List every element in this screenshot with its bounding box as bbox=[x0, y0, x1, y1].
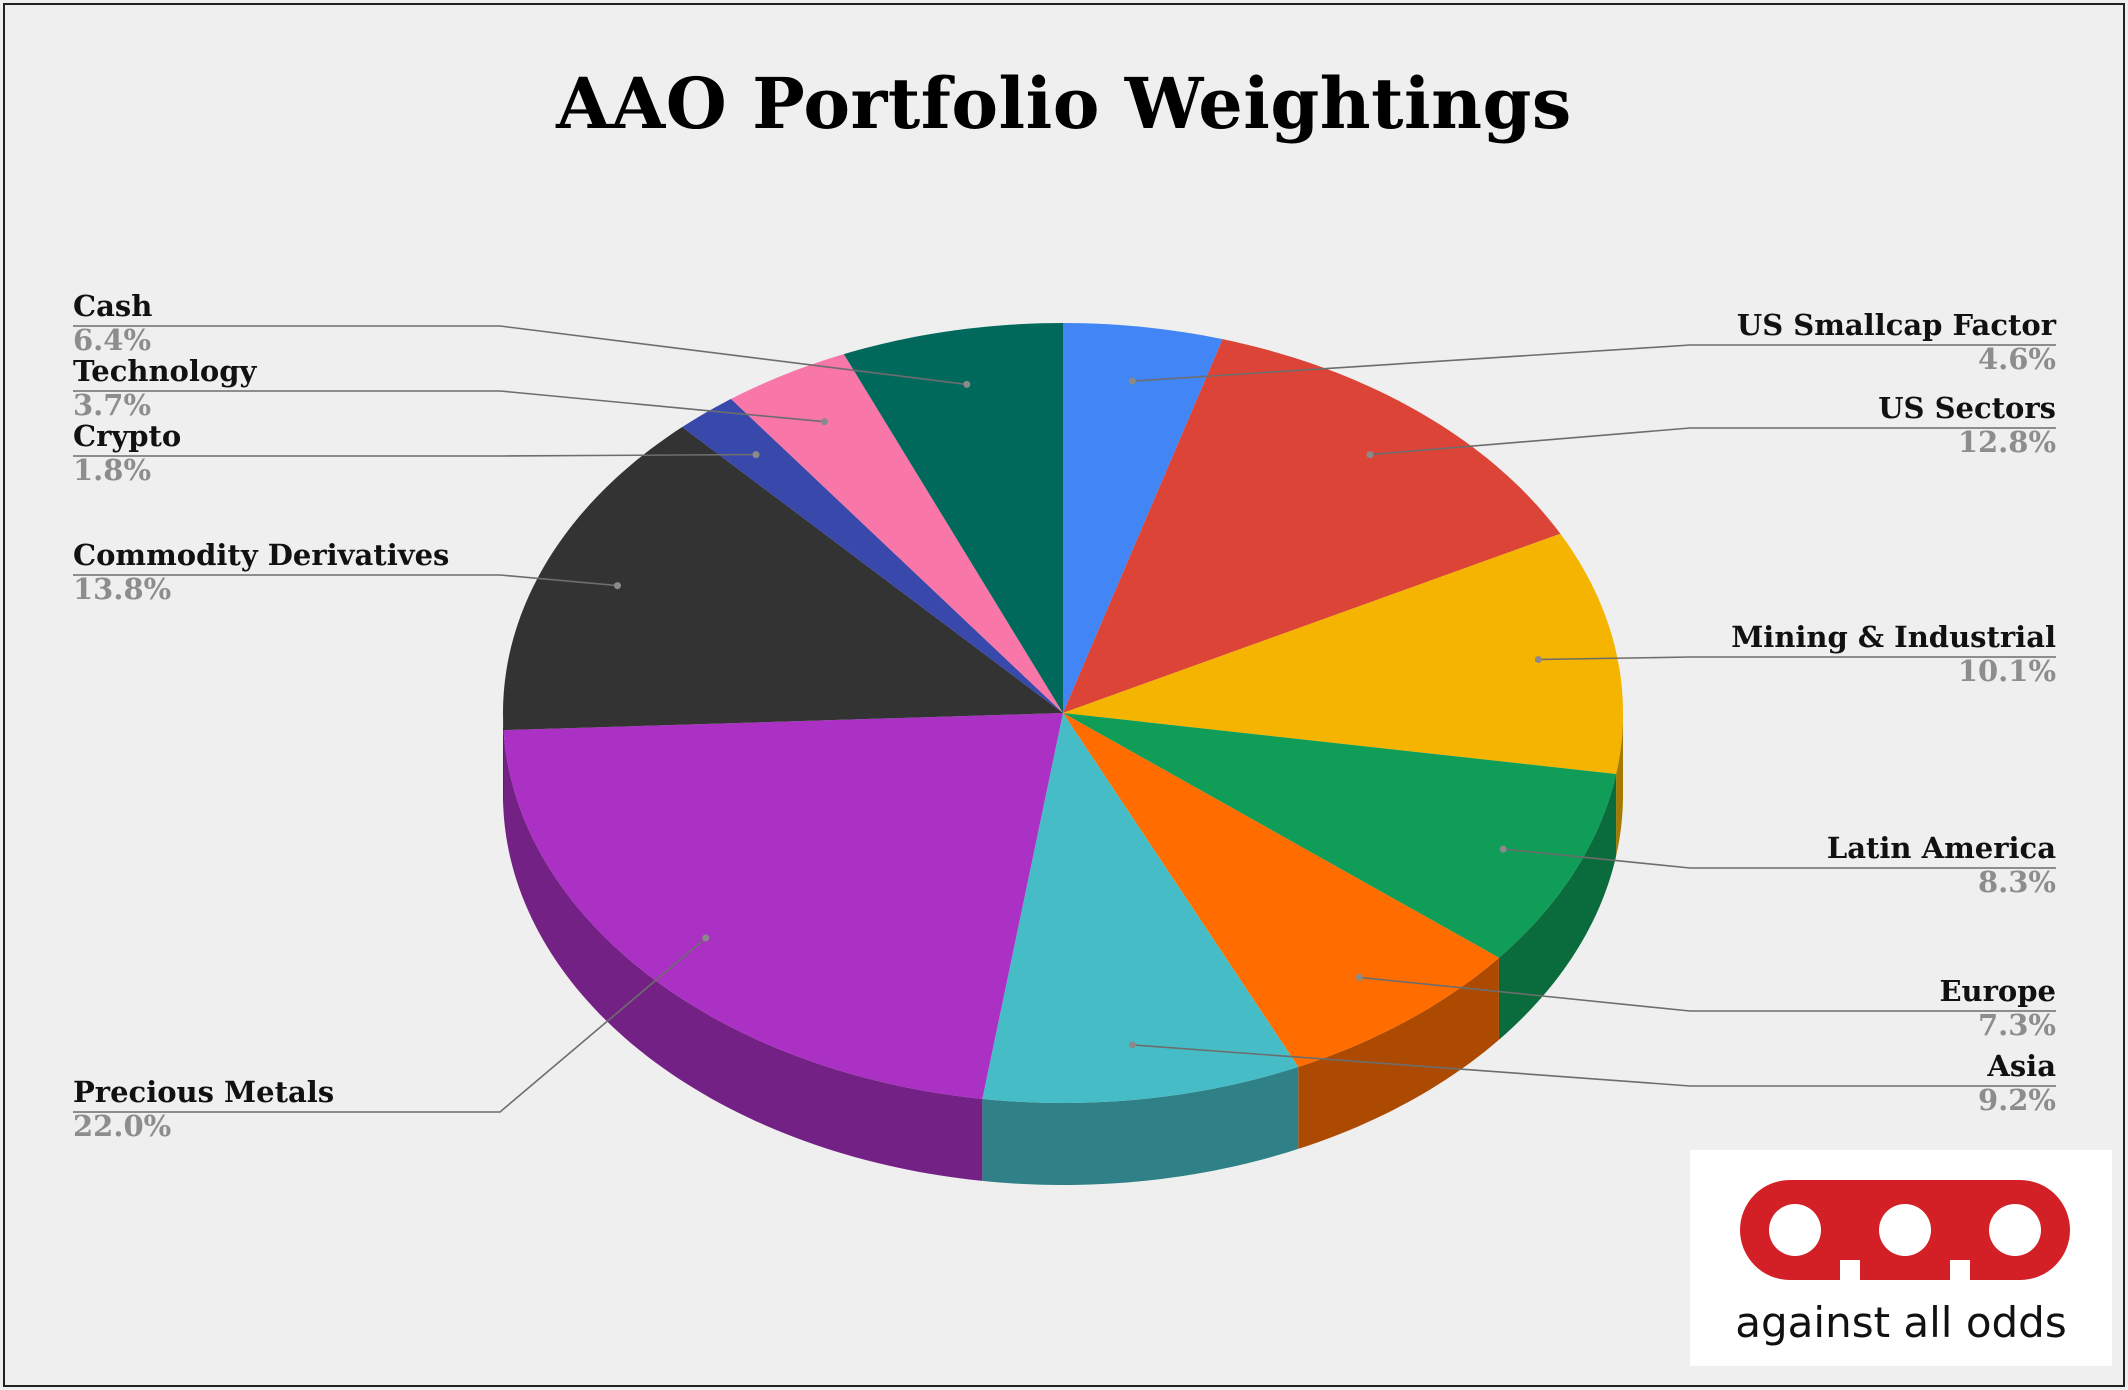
slice-label-mining-and-industrial: Mining & Industrial bbox=[1731, 620, 2056, 654]
leader-dot-commodity-derivatives bbox=[614, 582, 621, 590]
leader-dot-technology bbox=[820, 418, 828, 426]
slice-commodity-derivatives bbox=[503, 427, 1063, 731]
slice-side-commodity-derivatives bbox=[503, 713, 504, 813]
slice-label-precious-metals: Precious Metals bbox=[73, 1075, 334, 1109]
leader-line-asia bbox=[1132, 1044, 2056, 1087]
slice-latin-america bbox=[1063, 713, 1617, 958]
chart-title: AAO Portfolio Weightings bbox=[556, 62, 1572, 145]
logo-tagline: against all odds bbox=[1735, 1298, 2067, 1347]
slice-side-asia bbox=[982, 1066, 1299, 1185]
slice-label-asia: Asia bbox=[1986, 1049, 2056, 1083]
slice-label-crypto: Crypto bbox=[73, 419, 181, 453]
slice-value-technology: 3.7% bbox=[73, 388, 151, 422]
leader-line-commodity-derivatives bbox=[73, 574, 618, 587]
slice-value-us-sectors: 12.8% bbox=[1958, 425, 2056, 459]
leader-dot-us-smallcap-factor bbox=[1128, 377, 1136, 385]
slice-value-mining-and-industrial: 10.1% bbox=[1958, 654, 2056, 688]
leader-dot-cash bbox=[963, 380, 971, 388]
leader-line-us-sectors bbox=[1369, 427, 2056, 456]
slice-value-precious-metals: 22.0% bbox=[73, 1109, 171, 1143]
slice-label-us-smallcap-factor: US Smallcap Factor bbox=[1737, 308, 2057, 342]
slice-value-asia: 9.2% bbox=[1978, 1083, 2056, 1117]
leader-dot-us-sectors bbox=[1366, 451, 1374, 459]
slice-value-commodity-derivatives: 13.8% bbox=[73, 572, 171, 606]
slice-us-sectors bbox=[1063, 339, 1561, 713]
slice-side-precious-metals bbox=[503, 730, 983, 1181]
pie-sides bbox=[503, 713, 1623, 1185]
slice-crypto bbox=[682, 398, 1063, 713]
leader-line-mining-and-industrial bbox=[1538, 656, 2056, 661]
leader-line-europe bbox=[1359, 976, 2056, 1012]
slice-value-europe: 7.3% bbox=[1978, 1008, 2056, 1042]
slice-label-latin-america: Latin America bbox=[1827, 831, 2056, 865]
leader-line-crypto bbox=[73, 453, 757, 457]
slice-value-crypto: 1.8% bbox=[73, 453, 151, 487]
leader-dot-crypto bbox=[752, 451, 760, 459]
slice-side-mining-and-industrial bbox=[1616, 713, 1623, 857]
slice-side-latin-america bbox=[1498, 774, 1617, 1040]
aao-logo: against all odds bbox=[1690, 1150, 2112, 1366]
leader-line-latin-america bbox=[1503, 848, 2056, 869]
label-leaders bbox=[73, 325, 2056, 1113]
slice-europe bbox=[1063, 713, 1499, 1067]
aao-logo-mark bbox=[1740, 1180, 2070, 1282]
pie-slices bbox=[503, 323, 1623, 1103]
slice-value-us-smallcap-factor: 4.6% bbox=[1978, 342, 2056, 376]
slice-label-commodity-derivatives: Commodity Derivatives bbox=[73, 538, 449, 572]
leader-line-technology bbox=[73, 390, 825, 423]
leader-dot-latin-america bbox=[1499, 845, 1507, 853]
leader-dot-asia bbox=[1128, 1041, 1136, 1049]
slice-label-cash: Cash bbox=[73, 289, 152, 323]
slice-label-us-sectors: US Sectors bbox=[1878, 391, 2056, 425]
leader-dot-precious-metals bbox=[702, 934, 710, 942]
slice-precious-metals bbox=[503, 713, 1063, 1099]
slice-value-cash: 6.4% bbox=[73, 323, 151, 357]
slice-cash bbox=[843, 323, 1063, 713]
slice-value-latin-america: 8.3% bbox=[1978, 865, 2056, 899]
leader-dot-mining-and-industrial bbox=[1534, 656, 1542, 663]
slice-side-europe bbox=[1298, 957, 1499, 1149]
leader-line-cash bbox=[73, 325, 967, 386]
slice-us-smallcap-factor bbox=[1063, 323, 1223, 713]
slice-technology bbox=[731, 354, 1063, 713]
slice-mining-and-industrial bbox=[1063, 533, 1623, 775]
slice-asia bbox=[982, 713, 1299, 1103]
leader-line-us-smallcap-factor bbox=[1132, 344, 2056, 382]
slice-label-europe: Europe bbox=[1939, 974, 2056, 1008]
slice-label-technology: Technology bbox=[73, 354, 258, 388]
leader-dot-europe bbox=[1355, 973, 1363, 981]
leader-line-precious-metals bbox=[73, 937, 707, 1113]
